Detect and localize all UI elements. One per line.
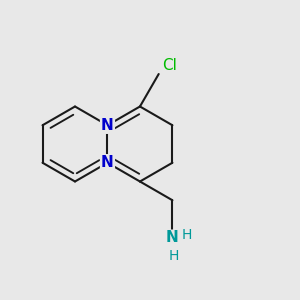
Text: H: H (182, 228, 192, 242)
Text: Cl: Cl (162, 58, 177, 73)
Text: N: N (166, 230, 179, 245)
Text: N: N (101, 118, 114, 133)
Text: H: H (168, 249, 178, 263)
Text: N: N (101, 155, 114, 170)
